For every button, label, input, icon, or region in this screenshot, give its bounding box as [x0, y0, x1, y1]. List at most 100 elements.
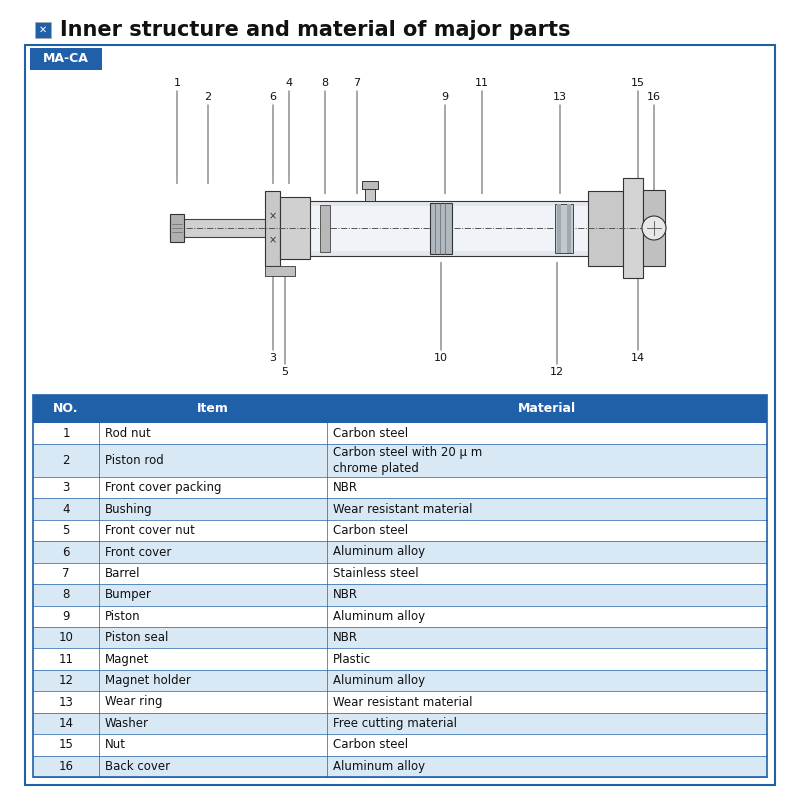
Bar	[33, 542, 767, 562]
Text: ✕: ✕	[39, 25, 47, 35]
Bar	[365, 182, 375, 201]
Bar	[265, 190, 280, 266]
Text: Piston: Piston	[105, 610, 141, 622]
Bar	[33, 649, 767, 670]
Text: 15: 15	[631, 78, 645, 88]
Text: 1: 1	[174, 78, 181, 88]
Text: Aluminum alloy: Aluminum alloy	[333, 610, 425, 622]
Text: Wear ring: Wear ring	[105, 695, 162, 709]
Text: ×: ×	[269, 235, 277, 245]
Text: Bumper: Bumper	[105, 588, 152, 602]
Text: Stainless steel: Stainless steel	[333, 567, 418, 580]
Text: Piston seal: Piston seal	[105, 631, 169, 644]
Text: Back cover: Back cover	[105, 760, 170, 773]
Bar	[33, 520, 767, 542]
Bar	[33, 562, 767, 584]
Bar	[170, 214, 184, 242]
Text: 10: 10	[58, 631, 74, 644]
Bar	[33, 670, 767, 691]
Text: Aluminum alloy: Aluminum alloy	[333, 674, 425, 687]
Text: Carbon steel: Carbon steel	[333, 524, 408, 537]
Bar	[305, 201, 590, 255]
Bar	[33, 498, 767, 520]
Text: Plastic: Plastic	[333, 653, 371, 666]
Text: Magnet: Magnet	[105, 653, 150, 666]
Text: Free cutting material: Free cutting material	[333, 717, 457, 730]
Text: NBR: NBR	[333, 631, 358, 644]
Text: 5: 5	[62, 524, 70, 537]
Text: Wear resistant material: Wear resistant material	[333, 695, 472, 709]
Text: 9: 9	[62, 610, 70, 622]
Text: 14: 14	[58, 717, 74, 730]
Bar	[588, 190, 623, 266]
Text: 7: 7	[354, 78, 361, 88]
Bar	[33, 627, 767, 649]
Text: NO.: NO.	[54, 402, 78, 415]
Text: 3: 3	[270, 353, 277, 363]
Text: 8: 8	[322, 78, 329, 88]
Text: 16: 16	[58, 760, 74, 773]
Text: Inner structure and material of major parts: Inner structure and material of major pa…	[60, 20, 570, 40]
Text: 9: 9	[442, 92, 449, 102]
Text: 4: 4	[62, 502, 70, 516]
Text: 10: 10	[434, 353, 448, 363]
Text: Item: Item	[197, 402, 229, 415]
Text: Front cover: Front cover	[105, 546, 171, 558]
Bar	[33, 691, 767, 713]
Text: 16: 16	[647, 92, 661, 102]
Bar	[567, 203, 571, 253]
Circle shape	[642, 216, 666, 240]
Text: 5: 5	[282, 367, 289, 377]
Text: Wear resistant material: Wear resistant material	[333, 502, 472, 516]
Text: 1: 1	[62, 427, 70, 440]
Bar	[33, 606, 767, 627]
Bar	[307, 206, 588, 250]
Text: 2: 2	[205, 92, 211, 102]
Bar	[33, 445, 767, 477]
Bar	[265, 266, 295, 275]
Bar	[30, 48, 102, 70]
Text: Front cover nut: Front cover nut	[105, 524, 195, 537]
Text: Piston rod: Piston rod	[105, 454, 164, 467]
Bar	[320, 205, 330, 251]
Bar	[33, 713, 767, 734]
Text: Aluminum alloy: Aluminum alloy	[333, 760, 425, 773]
Bar	[555, 203, 573, 253]
Text: Carbon steel: Carbon steel	[333, 738, 408, 751]
Text: Carbon steel with 20 μ m
chrome plated: Carbon steel with 20 μ m chrome plated	[333, 446, 482, 475]
Bar	[430, 202, 452, 254]
Bar	[33, 584, 767, 606]
Text: Aluminum alloy: Aluminum alloy	[333, 546, 425, 558]
Bar	[623, 178, 643, 278]
Text: 15: 15	[58, 738, 74, 751]
Text: 11: 11	[58, 653, 74, 666]
Text: 12: 12	[550, 367, 564, 377]
Bar	[33, 477, 767, 498]
Text: 13: 13	[58, 695, 74, 709]
Text: MA-CA: MA-CA	[43, 53, 89, 66]
Bar	[643, 190, 665, 266]
Text: 3: 3	[62, 482, 70, 494]
Text: Washer: Washer	[105, 717, 149, 730]
Bar	[557, 203, 561, 253]
Text: Bushing: Bushing	[105, 502, 153, 516]
Text: 11: 11	[475, 78, 489, 88]
Text: NBR: NBR	[333, 482, 358, 494]
Text: NBR: NBR	[333, 588, 358, 602]
Bar	[280, 197, 310, 259]
Text: Rod nut: Rod nut	[105, 427, 151, 440]
Bar	[33, 423, 767, 445]
Bar	[362, 181, 378, 189]
Text: Magnet holder: Magnet holder	[105, 674, 191, 687]
Text: 7: 7	[62, 567, 70, 580]
Text: 6: 6	[270, 92, 277, 102]
Bar	[170, 219, 285, 237]
Text: 12: 12	[58, 674, 74, 687]
Text: Front cover packing: Front cover packing	[105, 482, 222, 494]
Text: Carbon steel: Carbon steel	[333, 427, 408, 440]
Bar	[33, 755, 767, 777]
Bar	[33, 395, 767, 423]
Text: 4: 4	[286, 78, 293, 88]
Text: 2: 2	[62, 454, 70, 467]
Text: Nut: Nut	[105, 738, 126, 751]
